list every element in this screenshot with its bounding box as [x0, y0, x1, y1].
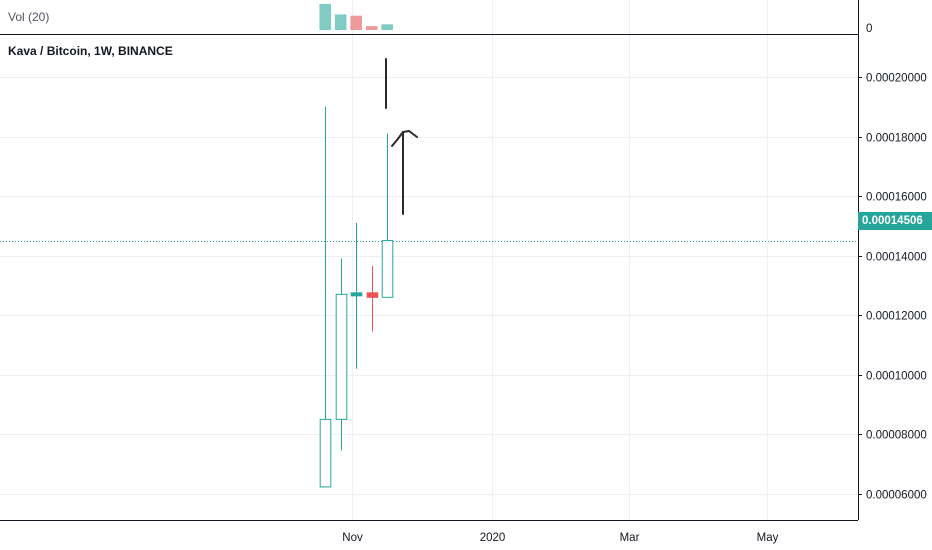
price-tick-label: 0.00014000	[866, 252, 927, 264]
time-tick-label: Mar	[620, 532, 640, 544]
price-tick-label: 0.00020000	[866, 73, 927, 85]
volume-indicator-label[interactable]: Vol (20)	[8, 10, 50, 24]
candle-body	[319, 418, 332, 488]
price-axis-background	[858, 0, 932, 550]
chart-title: Kava / Bitcoin, 1W, BINANCE	[8, 44, 173, 58]
candle-body	[335, 293, 348, 420]
time-axis[interactable]: Nov 2020 Mar May	[342, 532, 778, 544]
price-tick-label: 0.00018000	[866, 133, 927, 145]
hand-drawn-arrow-annotation	[385, 58, 418, 215]
candle-body	[381, 240, 394, 298]
price-tick-label: 0.00008000	[866, 430, 927, 442]
candle-body	[366, 292, 379, 298]
candles	[319, 106, 394, 488]
price-tick-label: 0.00006000	[866, 490, 927, 502]
candle[interactable]	[366, 266, 379, 332]
candle[interactable]	[335, 258, 348, 451]
volume-bar	[381, 24, 393, 30]
candle[interactable]	[381, 133, 394, 298]
candle[interactable]	[319, 106, 332, 488]
grid	[0, 0, 858, 520]
last-price-tag: 0.00014506	[858, 212, 932, 230]
volume-bar	[350, 15, 363, 30]
time-tick-label: May	[757, 532, 779, 544]
candle[interactable]	[350, 222, 363, 369]
candle-body	[350, 292, 363, 297]
volume-bar	[319, 4, 332, 30]
volume-bar	[365, 26, 378, 30]
price-tick-label: 0.00016000	[866, 192, 927, 204]
price-tick-label: 0.00010000	[866, 371, 927, 383]
price-tick-label: 0.00012000	[866, 311, 927, 323]
time-tick-label: Nov	[342, 532, 363, 544]
volume-bars	[319, 4, 393, 30]
volume-axis-tick: 0	[866, 23, 872, 35]
price-axis[interactable]: 0.00020000 0.00018000 0.00016000 0.00014000…	[858, 73, 927, 502]
time-tick-label: 2020	[480, 532, 506, 544]
volume-bar	[334, 14, 347, 30]
